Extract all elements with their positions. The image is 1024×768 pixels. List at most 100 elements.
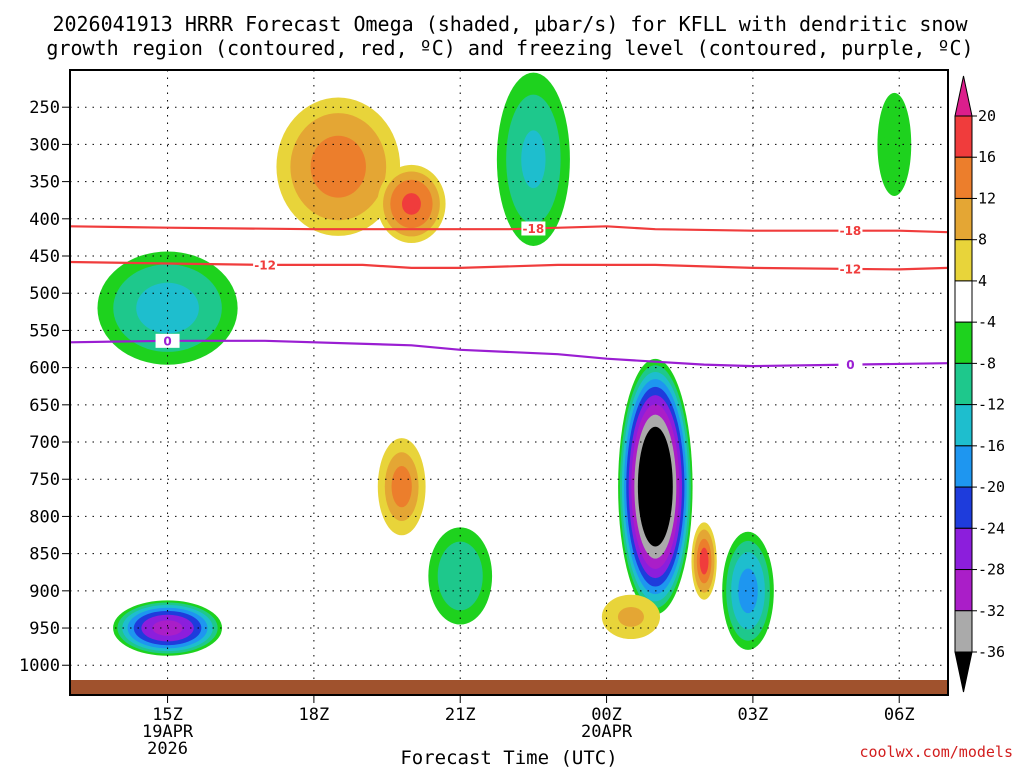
omega-core-3: [405, 197, 418, 211]
colorbar-tick-label-8: -16: [978, 437, 1005, 455]
contour-label-bg-2-0: [155, 333, 180, 348]
contour-label-bg-0-1: [838, 223, 863, 238]
omega-feature-9: [722, 531, 774, 650]
colorbar-bin-plus-12-to-plus-16: [954, 156, 973, 199]
chart-title-line-1: 2026041913 HRRR Forecast Omega (shaded, …: [52, 12, 968, 36]
contour-label-1-0: -12: [254, 258, 276, 272]
colorbar-bin-plus-16-to-plus-20: [954, 115, 973, 158]
colorbar-tick-label-4: 4: [978, 272, 987, 290]
x-tick-sublabel-00Z-0: 20APR: [581, 722, 633, 742]
x-axis-title: Forecast Time (UTC): [400, 747, 617, 768]
y-tick-label-900: 900: [29, 582, 60, 602]
y-tick-label-300: 300: [29, 135, 60, 155]
omega-feature-3: [377, 164, 446, 243]
colorbar-bin-minus-36-to-minus-32: [954, 610, 973, 653]
x-tick-label-21Z: 21Z: [445, 705, 476, 725]
colorbar-tick-label-5: -4: [978, 313, 996, 331]
contour-line-2: [70, 339, 948, 368]
omega-core-7: [644, 450, 666, 523]
colorbar-tick-label-10: -24: [978, 519, 1005, 537]
y-tick-label-700: 700: [29, 433, 60, 453]
contour-line-0: [70, 225, 948, 234]
omega-feature-2: [276, 97, 401, 236]
colorbar-bin-minus-32-to-minus-28: [954, 569, 973, 612]
surface-ground-strip: [70, 680, 948, 695]
x-tick-sublabel-15Z-0: 19APR: [142, 722, 194, 742]
colorbar-under-triangle: [954, 651, 973, 693]
omega-feature-4: [496, 72, 570, 246]
contour-label-1-1: -12: [840, 262, 862, 276]
omega-feature-11: [601, 594, 661, 640]
y-tick-label-450: 450: [29, 247, 60, 267]
colorbar-tick-label-13: -36: [978, 643, 1005, 661]
y-tick-label-250: 250: [29, 98, 60, 118]
y-tick-label-950: 950: [29, 619, 60, 639]
omega-feature-5: [377, 438, 426, 536]
colorbar-tick-label-1: 16: [978, 148, 996, 166]
y-tick-label-400: 400: [29, 210, 60, 230]
colorbar-tick-label-2: 12: [978, 189, 996, 207]
colorbar-tick-label-12: -32: [978, 602, 1005, 620]
y-tick-label-1000: 1000: [19, 656, 60, 676]
x-tick-label-06Z: 06Z: [884, 705, 915, 725]
contour-label-2-1: 0: [846, 358, 854, 372]
colorbar-tick-label-7: -12: [978, 396, 1005, 414]
contour-label-0-0: -18: [523, 222, 545, 236]
colorbar-bin-minus-20-to-minus-16: [954, 445, 973, 488]
contour-label-2-0: 0: [163, 334, 171, 348]
y-tick-label-750: 750: [29, 470, 60, 490]
omega-feature-7: [618, 358, 693, 615]
omega-feature-10: [877, 92, 912, 196]
x-tick-label-00Z: 00Z: [591, 705, 622, 725]
contour-label-0-1: -18: [840, 224, 862, 238]
credit-link[interactable]: coolwx.com/models: [859, 743, 1013, 761]
omega-core-2: [321, 148, 355, 186]
colorbar-bin-minus-4-to-plus-4: [954, 280, 973, 323]
omega-core-5: [391, 466, 412, 508]
omega-feature-6: [428, 527, 493, 625]
omega-feature-8: [691, 522, 717, 600]
colorbar-tick-label-11: -28: [978, 561, 1005, 579]
y-tick-label-550: 550: [29, 321, 60, 341]
omega-core-6: [446, 555, 474, 597]
chart-title-line-2: growth region (contoured, red, ºC) and f…: [46, 36, 973, 60]
contour-label-bg-2-1: [838, 357, 863, 372]
colorbar-bin-minus-28-to-minus-24: [954, 527, 973, 571]
y-tick-label-350: 350: [29, 173, 60, 193]
colorbar: 20 16 12 8 4 -4 -8 -12 -16 -20 -24 -28 -32 -36: [954, 75, 1005, 693]
omega-core-11: [623, 610, 639, 623]
colorbar-tick-label-9: -20: [978, 478, 1005, 496]
contour-line-1: [70, 260, 948, 271]
omega-core-10: [884, 113, 905, 176]
omega-core-4: [526, 141, 541, 177]
omega-feature-0: [97, 251, 238, 365]
contour-label-bg-1-0: [253, 257, 278, 272]
colorbar-bin-minus-12-to-minus-8: [954, 362, 973, 406]
contour-label-bg-0-0: [521, 221, 546, 236]
contour-label-bg-1-1: [838, 261, 863, 276]
colorbar-tick-label-6: -8: [978, 354, 996, 372]
omega-shading-layer: [97, 72, 912, 656]
omega-core-8: [699, 547, 709, 575]
x-tick-sublabel-15Z-1: 2026: [147, 739, 188, 759]
x-tick-label-03Z: 03Z: [738, 705, 769, 725]
x-tick-label-15Z: 15Z: [152, 705, 183, 725]
colorbar-tick-label-3: 8: [978, 231, 987, 249]
y-tick-label-850: 850: [29, 545, 60, 565]
y-tick-label-500: 500: [29, 284, 60, 304]
colorbar-bin-minus-16-to-minus-12: [954, 404, 973, 447]
plot-frame: [69, 69, 949, 696]
colorbar-bin-plus-8-to-plus-12: [954, 197, 973, 241]
colorbar-bin-plus-4-to-plus-8: [954, 239, 973, 282]
colorbar-tick-label-0: 20: [978, 107, 996, 125]
y-tick-label-650: 650: [29, 396, 60, 416]
plot-area: -18 -18 -12 -12 0 0: [69, 69, 949, 696]
x-tick-label-18Z: 18Z: [299, 705, 330, 725]
y-axis-pressure-ticks: 250 300 350 400 450 500 550 600 650 700 750 800 850 9…: [19, 98, 70, 676]
colorbar-over-triangle: [954, 75, 973, 117]
colorbar-bin-minus-8-to-minus-4: [954, 321, 973, 364]
contour-layer: -18 -18 -12 -12 0 0: [70, 221, 948, 372]
y-tick-label-600: 600: [29, 359, 60, 379]
